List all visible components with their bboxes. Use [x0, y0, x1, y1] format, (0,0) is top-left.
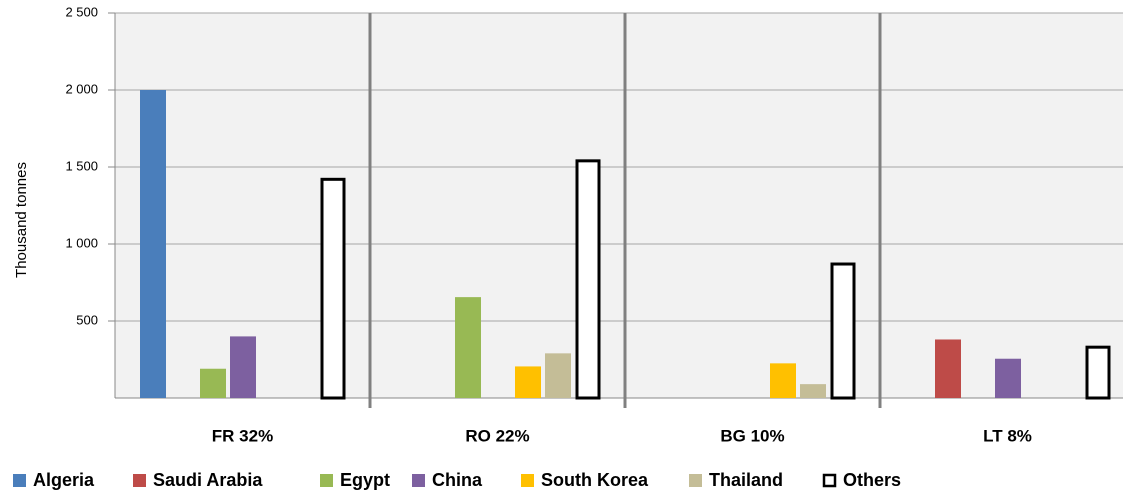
legend-swatch	[822, 473, 837, 488]
legend-swatch	[133, 474, 146, 487]
bar	[995, 358, 1021, 398]
x-tick-label: RO 22%	[465, 426, 529, 445]
legend-label: Thailand	[709, 470, 783, 490]
y-tick-label: 500	[76, 312, 98, 327]
bar	[1085, 345, 1111, 400]
bar	[320, 177, 346, 400]
x-tick-label: FR 32%	[212, 426, 273, 445]
legend-label: China	[432, 470, 483, 490]
bar	[575, 159, 601, 400]
plot-area	[115, 13, 1123, 398]
bar	[800, 384, 826, 398]
legend-swatch	[320, 474, 333, 487]
bar	[830, 262, 856, 400]
legend-label: Saudi Arabia	[153, 470, 263, 490]
legend-swatch	[13, 474, 26, 487]
legend-label: Algeria	[33, 470, 95, 490]
legend-label: Others	[843, 470, 901, 490]
y-tick-label: 1 500	[65, 158, 98, 173]
legend-swatch	[521, 474, 534, 487]
bar	[200, 368, 226, 398]
legend-label: South Korea	[541, 470, 649, 490]
bar	[140, 90, 166, 398]
bar	[770, 363, 796, 398]
bar	[515, 366, 541, 398]
bar	[935, 339, 961, 398]
y-tick-label: 2 500	[65, 4, 98, 19]
legend-swatch	[412, 474, 425, 487]
bar	[230, 336, 256, 398]
legend-swatch	[689, 474, 702, 487]
bar	[455, 297, 481, 398]
bar	[545, 353, 571, 398]
y-axis-label: Thousand tonnes	[13, 162, 30, 278]
y-tick-label: 1 000	[65, 235, 98, 250]
x-tick-label: LT 8%	[983, 426, 1032, 445]
x-tick-label: BG 10%	[720, 426, 784, 445]
legend-label: Egypt	[340, 470, 390, 490]
y-tick-label: 2 000	[65, 81, 98, 96]
